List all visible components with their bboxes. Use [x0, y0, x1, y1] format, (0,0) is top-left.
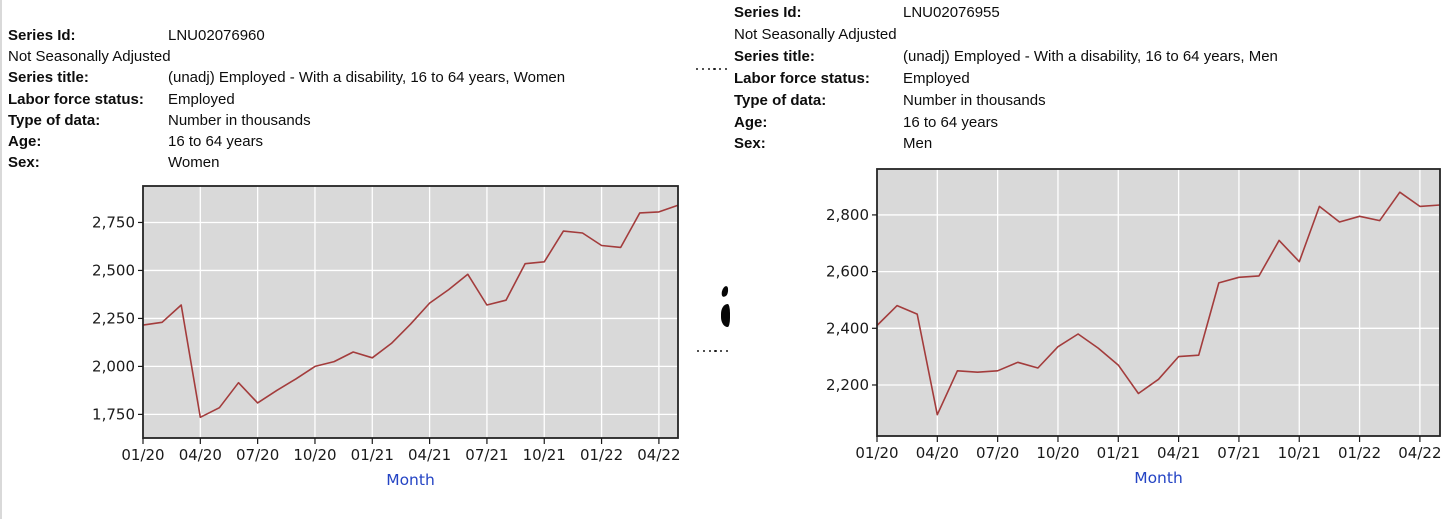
stitch-dots-bottom — [697, 350, 729, 353]
meta-value: LNU02076955 — [903, 4, 1000, 21]
data-line — [876, 191, 1441, 416]
x-tick-label: 01/22 — [580, 446, 623, 464]
women-employment-chart: 1,750 2,000 2,250 2,500 2,750 01/20 04/20 07/20… — [85, 175, 700, 500]
meta-row: Series Id: LNU02076960 — [8, 25, 565, 46]
x-axis-title: Month — [1134, 469, 1183, 487]
y-tick-label: 2,600 — [826, 263, 869, 281]
left-edge-line — [0, 0, 2, 519]
meta-row: Type of data: Number in thousands — [8, 110, 565, 131]
meta-row: Series Id: LNU02076955 — [734, 2, 1278, 24]
meta-value: Not Seasonally Adjusted — [734, 25, 897, 43]
meta-label: Series Id: — [8, 27, 76, 44]
meta-label: Labor force status: — [8, 90, 144, 108]
meta-value: Not Seasonally Adjusted — [8, 48, 171, 66]
meta-value: Women — [168, 154, 220, 172]
meta-value: Employed — [168, 90, 235, 108]
x-axis-title: Month — [386, 471, 435, 489]
meta-label: Series title: — [8, 69, 89, 87]
x-tick-label: 01/20 — [855, 444, 898, 462]
x-tick-label: 10/21 — [523, 446, 566, 464]
x-tick-label: 01/22 — [1338, 444, 1381, 462]
x-tick-label: 01/21 — [351, 446, 394, 464]
meta-row: Type of data: Number in thousands — [734, 90, 1278, 112]
x-tick-label: 01/20 — [121, 446, 164, 464]
meta-row: Labor force status: Employed — [734, 68, 1278, 90]
meta-row: Labor force status: Employed — [8, 89, 565, 110]
chart-canvas: 1,750 2,000 2,250 2,500 2,750 01/20 04/20 07/20… — [92, 185, 681, 489]
meta-label: Type of data: — [8, 111, 101, 129]
meta-label: Age: — [8, 133, 42, 151]
x-tick-label: 04/22 — [637, 446, 680, 464]
meta-label: Labor force status: — [734, 69, 870, 87]
y-tick-label: 2,750 — [92, 213, 135, 231]
y-tick-label: 2,200 — [826, 376, 869, 394]
y-tick-label: 2,400 — [826, 319, 869, 337]
meta-row: Age: 16 to 64 years — [8, 131, 565, 152]
meta-row: Age: 16 to 64 years — [734, 112, 1278, 134]
y-tick-label: 2,250 — [92, 309, 135, 327]
meta-label: Series title: — [734, 47, 815, 65]
stitch-dots-top — [696, 68, 728, 71]
x-tick-label: 04/22 — [1398, 444, 1441, 462]
meta-row: Series title: (unadj) Employed - With a d… — [734, 46, 1278, 68]
meta-label: Series Id: — [734, 4, 802, 21]
x-tick-label: 07/21 — [465, 446, 508, 464]
meta-value: Number in thousands — [903, 91, 1046, 109]
meta-value: 16 to 64 years — [903, 113, 999, 131]
meta-row: Sex: Men — [734, 133, 1278, 155]
meta-value: Men — [903, 135, 933, 153]
x-tick-label: 07/20 — [976, 444, 1019, 462]
meta-label: Sex: — [734, 135, 766, 153]
x-tick-label: 10/20 — [293, 446, 336, 464]
meta-row: Series title: (unadj) Employed - With a d… — [8, 67, 565, 88]
meta-value: LNU02076960 — [168, 27, 265, 44]
y-tick-label: 2,000 — [92, 357, 135, 375]
x-tick-label: 04/21 — [408, 446, 451, 464]
meta-row: Not Seasonally Adjusted — [734, 24, 1278, 46]
x-tick-label: 01/21 — [1097, 444, 1140, 462]
meta-row: Sex: Women — [8, 152, 565, 173]
meta-value: 16 to 64 years — [168, 133, 264, 151]
chart-canvas: 2,200 2,400 2,600 2,800 01/20 04/20 07/20 10/20… — [826, 168, 1442, 487]
meta-value: Employed — [903, 69, 970, 87]
meta-label: Sex: — [8, 154, 40, 172]
x-tick-label: 07/21 — [1217, 444, 1260, 462]
meta-value: (unadj) Employed - With a disability, 16… — [903, 47, 1278, 65]
x-tick-label: 07/20 — [236, 446, 279, 464]
y-tick-label: 2,800 — [826, 206, 869, 224]
meta-label: Type of data: — [734, 91, 827, 109]
series-panel-men-meta: Series Id: LNU02076955 Not Seasonally Adj… — [734, 2, 1278, 155]
x-tick-label: 04/20 — [179, 446, 222, 464]
meta-value: (unadj) Employed - With a disability, 16… — [168, 69, 566, 87]
stitch-glyph-small — [720, 285, 730, 298]
y-tick-label: 1,750 — [92, 405, 135, 423]
x-tick-label: 10/20 — [1036, 444, 1079, 462]
y-tick-label: 2,500 — [92, 261, 135, 279]
meta-label: Age: — [734, 113, 768, 131]
data-line — [142, 204, 679, 419]
x-tick-label: 04/20 — [916, 444, 959, 462]
x-tick-label: 10/21 — [1278, 444, 1321, 462]
series-panel-women-meta: Series Id: LNU02076960 Not Seasonally Adj… — [8, 25, 565, 173]
men-employment-chart: 2,200 2,400 2,600 2,800 01/20 04/20 07/20 10/20… — [800, 160, 1456, 500]
meta-row: Not Seasonally Adjusted — [8, 46, 565, 67]
stitch-glyph-large — [721, 304, 730, 327]
x-tick-label: 04/21 — [1157, 444, 1200, 462]
meta-value: Number in thousands — [168, 111, 311, 129]
